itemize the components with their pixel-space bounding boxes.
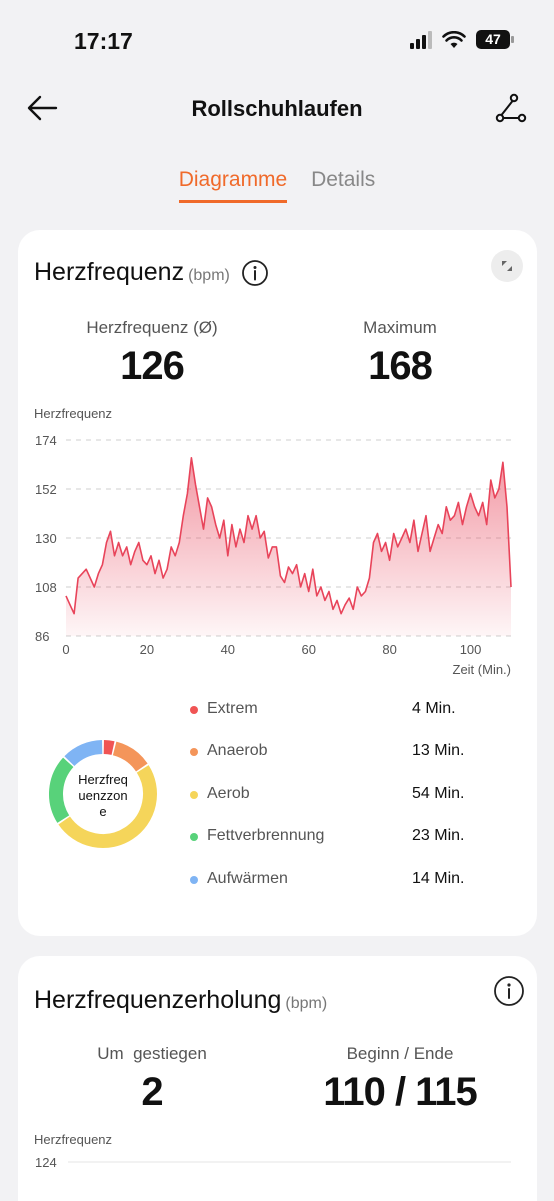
x-tick-label: 20 (140, 642, 154, 657)
cellular-signal-icon (410, 30, 432, 49)
donut-segment (64, 740, 103, 767)
recovery-title: Herzfrequenzerholung (bpm) (34, 986, 327, 1015)
max-heart-rate-value: 168 (368, 344, 433, 388)
recovery-y-tick: 124 (35, 1155, 57, 1170)
recovery-chart-y-axis-label: Herzfrequenz (34, 1132, 113, 1147)
route-icon[interactable] (492, 90, 528, 126)
zone-time: 14 Min. (412, 870, 465, 887)
heart-rate-chart: 86 108 130 152 174 0 20 40 60 80 100 Zeit (Min.) (35, 433, 512, 677)
zone-name: Extrem (207, 700, 258, 717)
recovery-unit: (bpm) (285, 995, 328, 1012)
zone-row-anaerob: Anaerob 13 Min. (190, 740, 510, 764)
max-heart-rate-stat: Maximum 168 (300, 318, 500, 389)
status-bar: 17:17 47 (0, 0, 554, 80)
x-tick-label: 100 (460, 642, 482, 657)
heart-rate-line (65, 457, 512, 615)
chart-x-axis-label: Zeit (Min.) (453, 662, 512, 677)
recovery-range-label: Beginn / Ende (346, 1044, 454, 1063)
zone-dot-icon (190, 833, 198, 841)
zone-dot-icon (190, 791, 198, 799)
max-heart-rate-label: Maximum (363, 318, 437, 337)
donut-segment (112, 741, 148, 772)
zone-row-aufwaermen: Aufwärmen 14 Min. (190, 868, 510, 892)
y-tick-label: 86 (35, 629, 49, 644)
zone-dot-icon (190, 748, 198, 756)
x-tick-label: 60 (301, 642, 315, 657)
status-time: 17:17 (74, 28, 133, 54)
y-tick-label: 108 (35, 580, 57, 595)
zone-row-fettverbrennung: Fettverbrennung 23 Min. (190, 825, 510, 849)
donut-segment (58, 765, 157, 848)
zone-name: Fettverbrennung (207, 827, 325, 844)
recovery-rise-stat: Um gestiegen 2 (52, 1044, 252, 1115)
zone-time: 23 Min. (412, 827, 465, 844)
zone-time: 4 Min. (412, 700, 456, 717)
zone-row-aerob: Aerob 54 Min. (190, 783, 510, 807)
info-icon[interactable] (241, 259, 269, 287)
expand-icon (502, 261, 512, 271)
recovery-rise-value: 2 (141, 1070, 163, 1114)
avg-heart-rate-value: 126 (120, 344, 185, 388)
battery-icon: 47 (476, 30, 514, 49)
y-tick-label: 174 (35, 433, 57, 448)
nav-bar: Rollschuhlaufen (0, 80, 554, 136)
heart-rate-area (66, 457, 511, 636)
zone-time: 54 Min. (412, 785, 465, 802)
recovery-range-value: 110 / 115 (323, 1070, 477, 1114)
back-arrow-icon[interactable] (24, 90, 60, 126)
x-tick-label: 40 (221, 642, 235, 657)
recovery-range-stat: Beginn / Ende 110 / 115 (300, 1044, 500, 1115)
wifi-icon (442, 30, 466, 48)
avg-heart-rate-stat: Herzfrequenz (Ø) 126 (52, 318, 252, 389)
chart-y-axis-label: Herzfrequenz (34, 406, 113, 421)
tab-diagramme[interactable]: Diagramme (178, 168, 288, 203)
y-tick-label: 152 (35, 482, 57, 497)
info-icon[interactable] (493, 975, 525, 1007)
expand-button[interactable] (491, 250, 523, 282)
recovery-title-text: Herzfrequenzerholung (34, 986, 282, 1014)
donut-segment (103, 740, 115, 755)
avg-heart-rate-label: Herzfrequenz (Ø) (86, 318, 218, 337)
heart-rate-unit: (bpm) (188, 267, 230, 284)
x-tick-label: 0 (62, 642, 69, 657)
zone-name: Aerob (207, 785, 250, 802)
heart-rate-title-text: Herzfrequenz (34, 258, 185, 286)
donut-segment (49, 757, 74, 823)
recovery-rise-label: Um gestiegen (97, 1044, 207, 1063)
x-tick-label: 80 (382, 642, 396, 657)
y-tick-label: 130 (35, 531, 57, 546)
status-icons: 47 (410, 30, 514, 49)
recovery-chart: 124 (35, 1155, 511, 1170)
zone-time: 13 Min. (412, 742, 465, 759)
zone-name: Aufwärmen (207, 870, 288, 887)
heart-rate-card: Herzfrequenz (bpm) Herzfrequenz (Ø) 126 M… (18, 230, 537, 936)
zone-dot-icon (190, 876, 198, 884)
heart-rate-recovery-card: Herzfrequenzerholung (bpm) Um gestiegen 2… (18, 956, 537, 1201)
tab-details[interactable]: Details (311, 168, 376, 191)
page-title: Rollschuhlaufen (191, 96, 363, 121)
zone-row-extrem: Extrem 4 Min. (190, 698, 510, 722)
tab-bar: Diagramme Details (0, 168, 554, 208)
heart-rate-zone-donut: Herzfrequenzzone (47, 738, 159, 850)
donut-center-label: Herzfrequenzzone (78, 772, 128, 819)
heart-rate-title: Herzfrequenz (bpm) (34, 258, 269, 287)
zone-name: Anaerob (207, 742, 268, 759)
zone-dot-icon (190, 706, 198, 714)
